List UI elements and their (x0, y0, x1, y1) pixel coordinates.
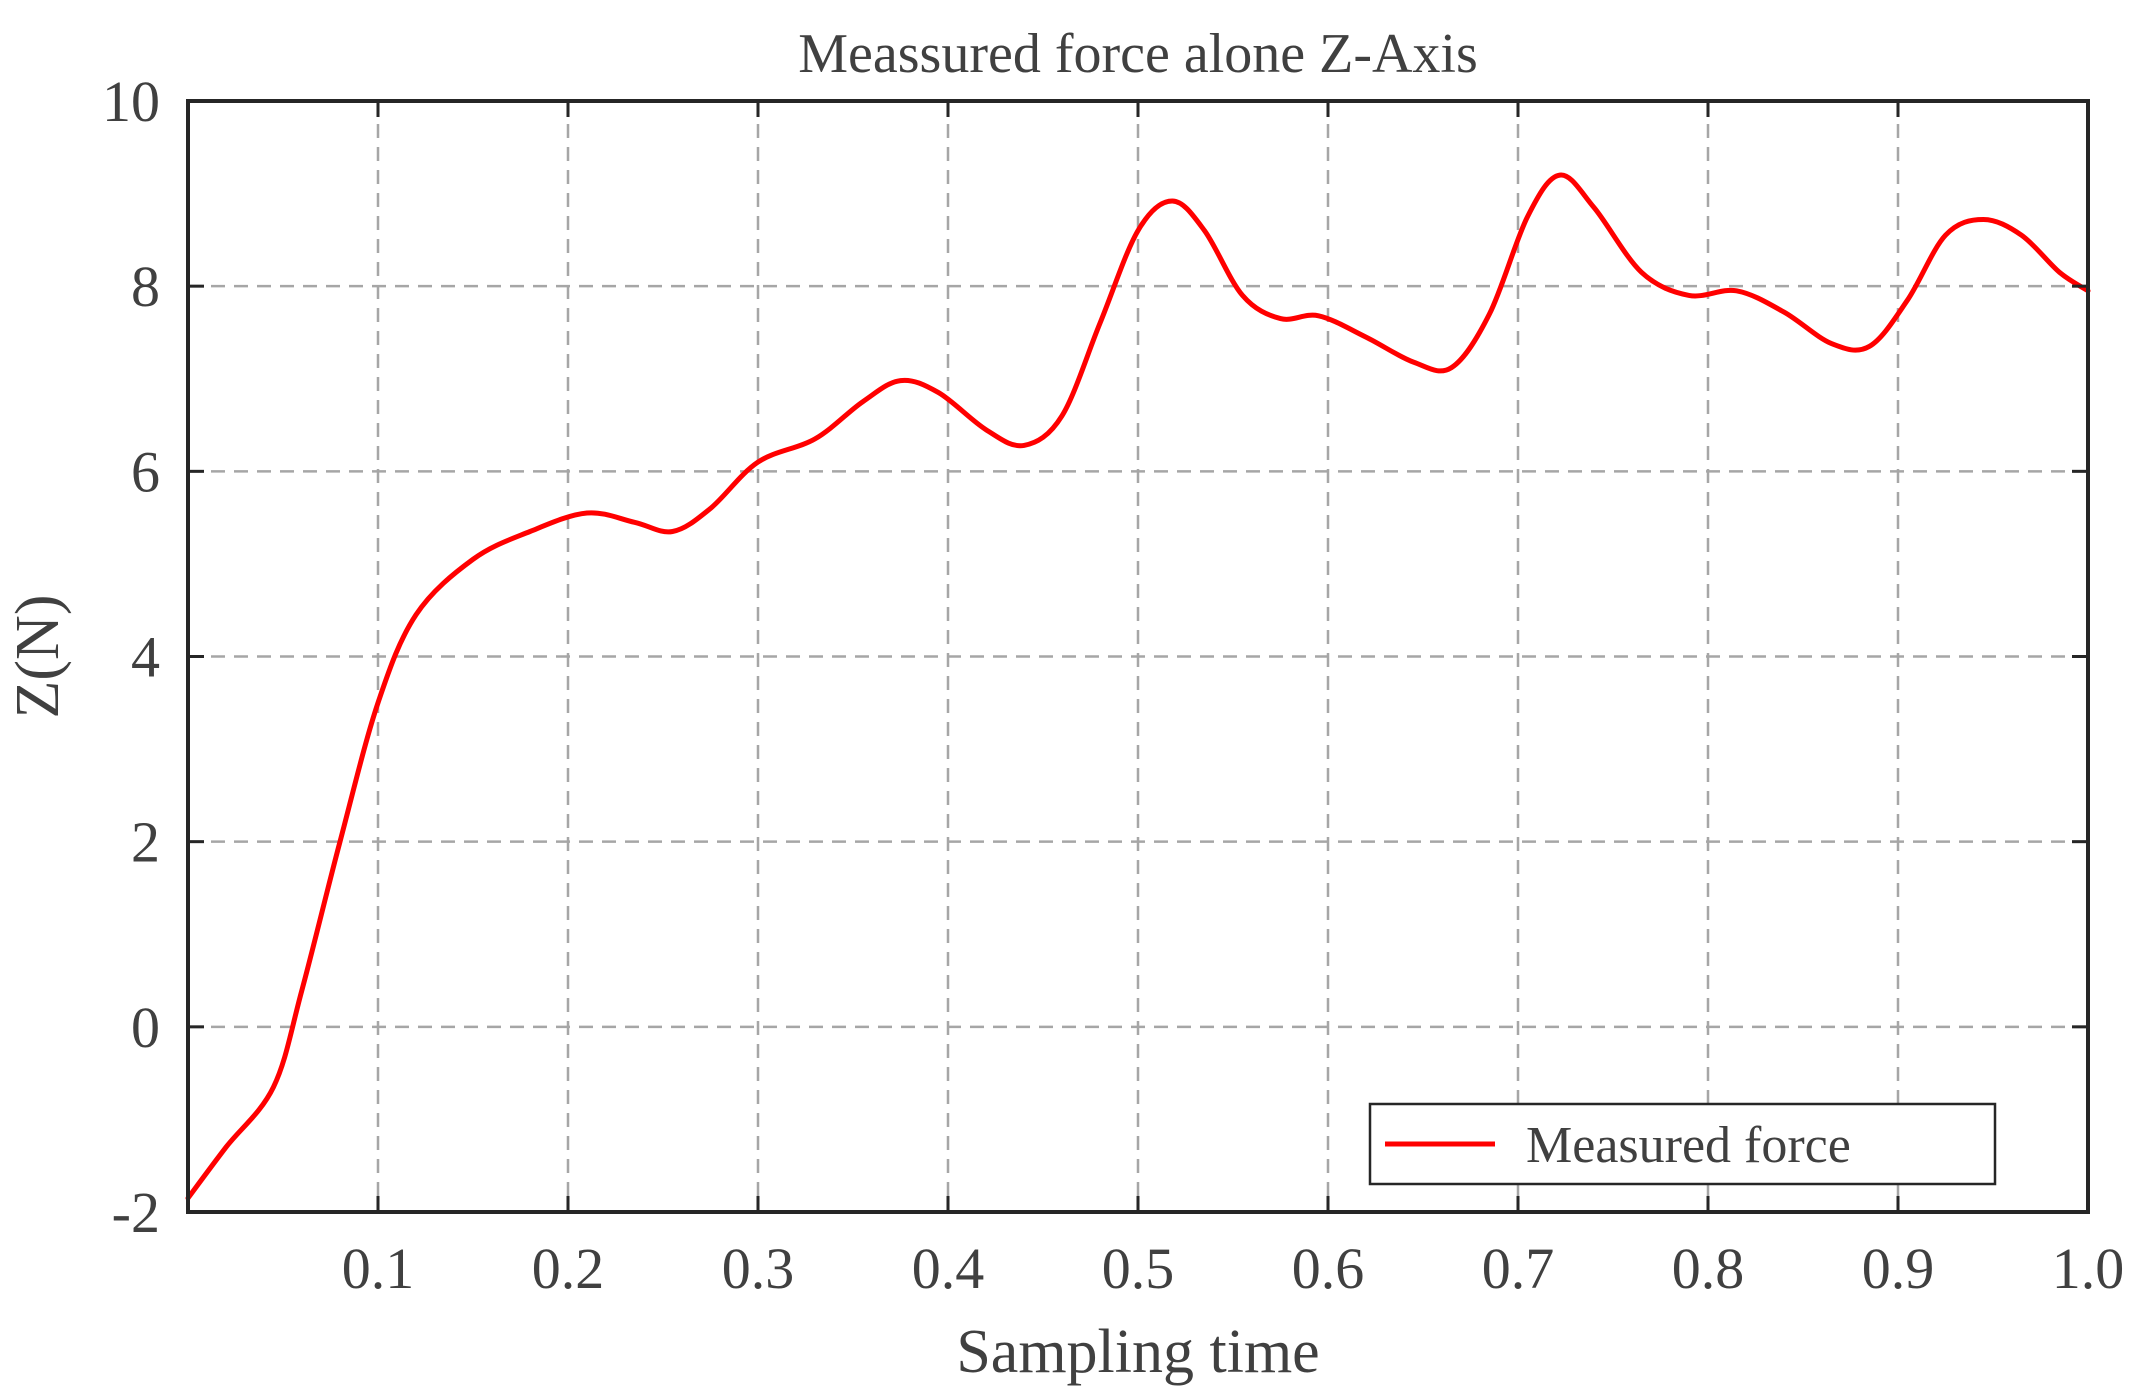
y-axis-label: Z(N) (4, 595, 72, 719)
grid-lines (188, 101, 2088, 1212)
y-tick-label: 10 (102, 69, 160, 134)
x-tick-label: 0.1 (342, 1236, 415, 1301)
x-tick-label: 1.0 (2052, 1236, 2125, 1301)
y-tick-label: 8 (131, 254, 160, 319)
y-tick-label: 0 (131, 995, 160, 1060)
legend-label: Measured force (1526, 1117, 1851, 1174)
x-axis-label: Sampling time (956, 1318, 1319, 1386)
y-tick-label: 6 (131, 439, 160, 504)
x-tick-label: 0.3 (722, 1236, 795, 1301)
series-layer (185, 172, 2091, 1201)
y-tick-label: -2 (112, 1180, 160, 1245)
series-line (185, 172, 2091, 1201)
legend: Measured force (1368, 1102, 1997, 1186)
chart-title: Meassured force alone Z-Axis (798, 23, 1478, 85)
x-tick-label: 0.8 (1672, 1236, 1745, 1301)
x-tick-label: 0.7 (1482, 1236, 1555, 1301)
y-tick-labels: -2 0 2 4 6 8 10 (102, 69, 160, 1245)
x-tick-label: 0.4 (912, 1236, 985, 1301)
tick-marks (188, 99, 2090, 1214)
x-tick-label: 0.6 (1292, 1236, 1365, 1301)
x-tick-label: 0.9 (1862, 1236, 1935, 1301)
x-tick-label: 0.2 (532, 1236, 605, 1301)
y-tick-label: 4 (131, 625, 160, 690)
x-tick-labels: 0.1 0.2 0.3 0.4 0.5 0.6 0.7 0.8 0.9 1.0 (342, 1236, 2125, 1301)
y-tick-label: 2 (131, 810, 160, 875)
x-tick-label: 0.5 (1102, 1236, 1175, 1301)
